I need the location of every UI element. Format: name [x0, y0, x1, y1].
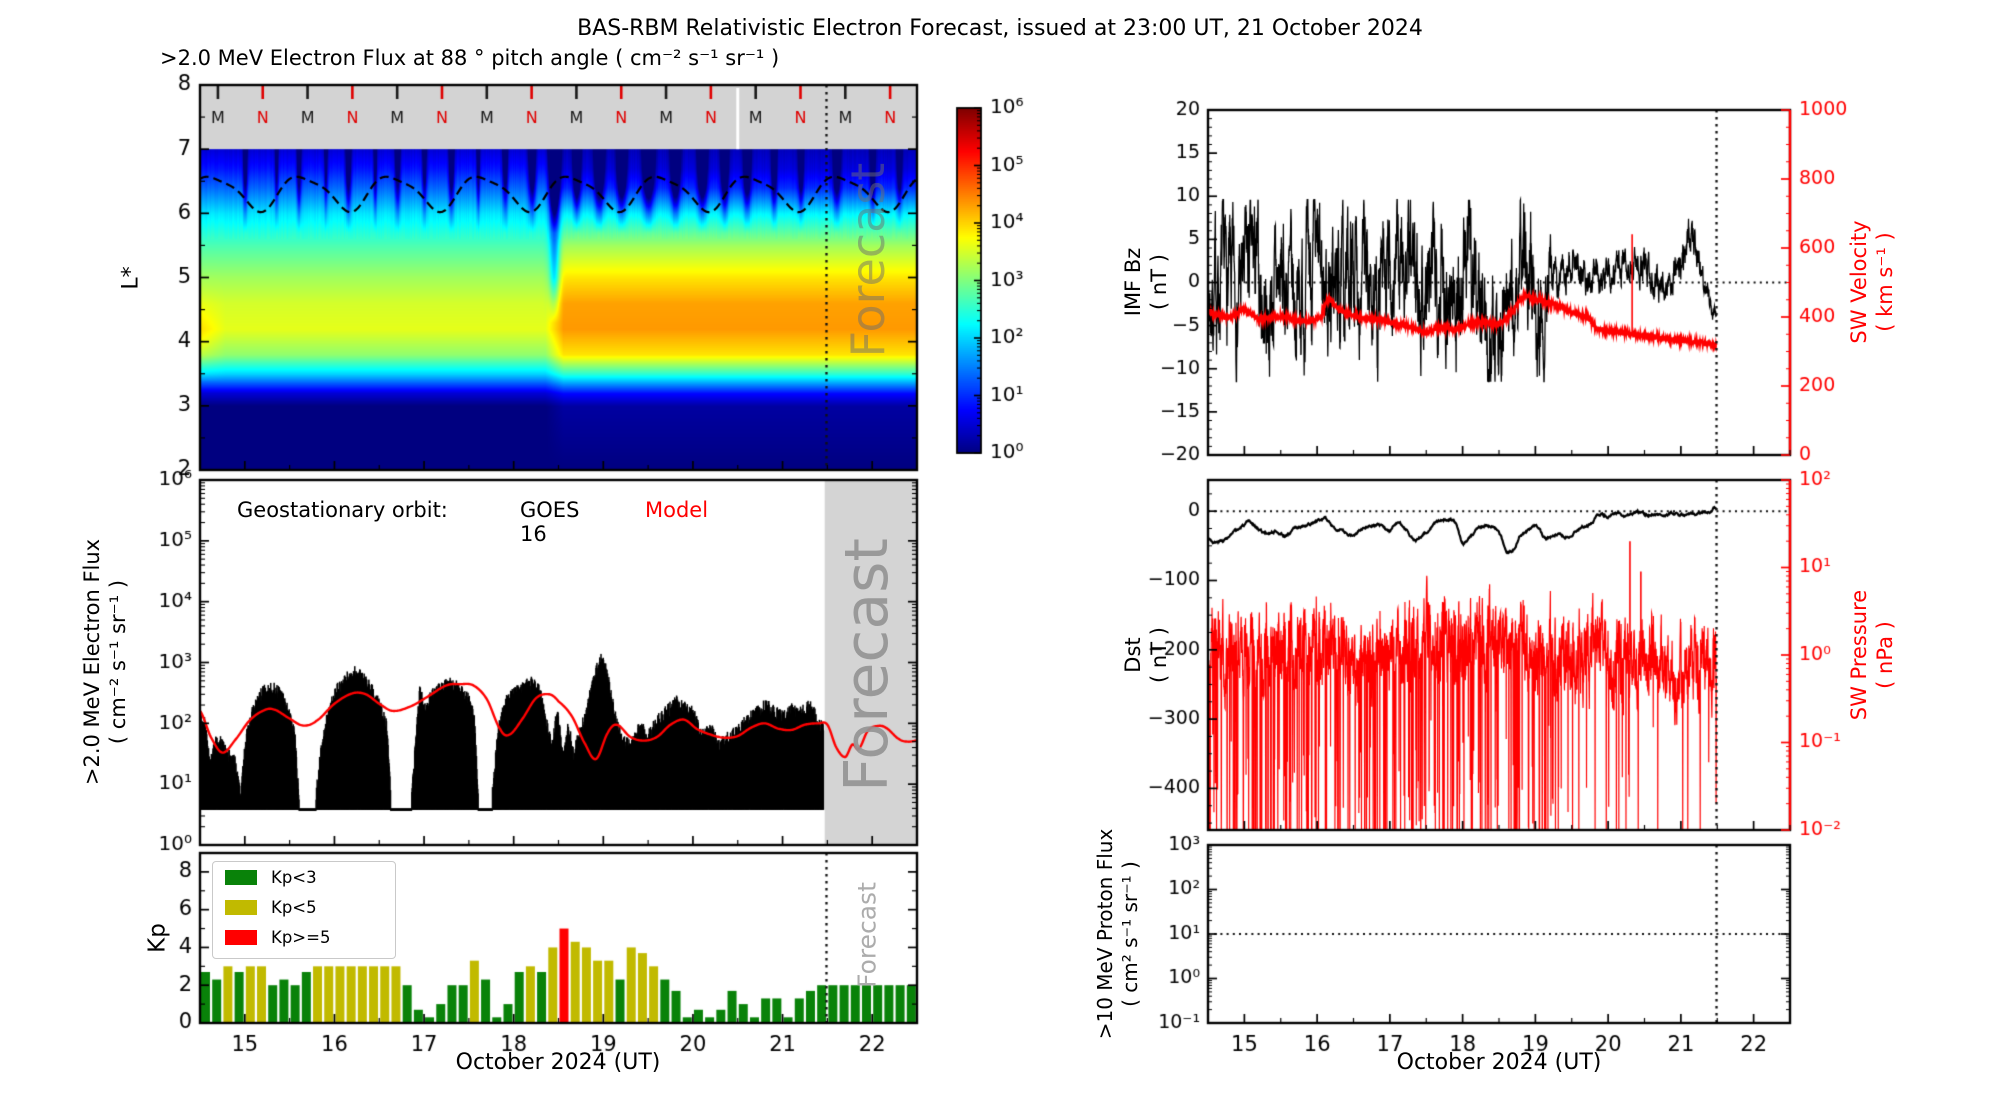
dst-axis-label-line2: ( nT ): [1147, 627, 1171, 683]
sw-pressure-axis-label-line1: SW Pressure: [1846, 589, 1871, 721]
kp-legend: Kp<3 Kp<5 Kp>=5: [212, 861, 396, 959]
imf-bz-axis-label-line2: ( nT ): [1147, 254, 1171, 310]
sw-pressure-axis-label: SW Pressure ( nPa ): [1846, 590, 1899, 720]
geo-legend: Geostationary orbit: GOES 16 Model: [237, 498, 708, 546]
proton-flux-axis-label-line1: >10 MeV Proton Flux: [1093, 828, 1117, 1040]
kp-axis-label: Kp: [144, 923, 171, 953]
geo-legend-goes16: GOES 16: [520, 498, 580, 546]
electron-flux-axis-label: >2.0 MeV Electron Flux ( cm⁻² s⁻¹ sr⁻¹ ): [79, 539, 132, 785]
sw-velocity-axis-label-line2: ( km s⁻¹ ): [1873, 232, 1897, 332]
kp-legend-swatch-3: [225, 929, 257, 945]
lstar-axis-label: L*: [118, 266, 144, 290]
sw-pressure-axis-label-line2: ( nPa ): [1873, 621, 1897, 689]
electron-flux-axis-label-line1: >2.0 MeV Electron Flux: [79, 538, 104, 786]
kp-legend-label-3: Kp>=5: [271, 927, 331, 947]
forecast-watermark-kp: Forecast: [852, 882, 882, 988]
dst-axis-label-line1: Dst: [1120, 637, 1145, 673]
dst-axis-label: Dst ( nT ): [1120, 627, 1173, 683]
xlabel-left: October 2024 (UT): [455, 1050, 661, 1075]
forecast-watermark-spectrogram: Forecast: [841, 162, 895, 358]
kp-legend-label-1: Kp<3: [271, 867, 317, 887]
proton-flux-axis-label-line2: ( cm² s⁻¹ sr⁻¹ ): [1118, 861, 1142, 1007]
imf-bz-axis-label-line1: IMF Bz: [1120, 247, 1145, 317]
sw-velocity-axis-label: SW Velocity ( km s⁻¹ ): [1846, 220, 1899, 343]
electron-flux-axis-label-line2: ( cm⁻² s⁻¹ sr⁻¹ ): [106, 579, 130, 745]
geo-legend-prefix: Geostationary orbit:: [237, 498, 448, 522]
kp-legend-swatch-2: [225, 899, 257, 915]
xlabel-right: October 2024 (UT): [1396, 1050, 1602, 1075]
proton-flux-axis-label: >10 MeV Proton Flux ( cm² s⁻¹ sr⁻¹ ): [1093, 829, 1143, 1040]
kp-legend-swatch-1: [225, 869, 257, 885]
sw-velocity-axis-label-line1: SW Velocity: [1846, 220, 1871, 344]
geo-legend-model: Model: [645, 498, 709, 522]
forecast-watermark-flux: Forecast: [832, 538, 902, 792]
kp-legend-row-1: Kp<3: [213, 862, 395, 892]
kp-legend-label-2: Kp<5: [271, 897, 317, 917]
page-title: BAS-RBM Relativistic Electron Forecast, …: [577, 16, 1423, 41]
imf-bz-axis-label: IMF Bz ( nT ): [1120, 248, 1173, 317]
kp-legend-row-3: Kp>=5: [213, 922, 395, 952]
kp-legend-row-2: Kp<5: [213, 892, 395, 922]
spectrogram-subtitle: >2.0 MeV Electron Flux at 88 ° pitch ang…: [160, 46, 780, 70]
